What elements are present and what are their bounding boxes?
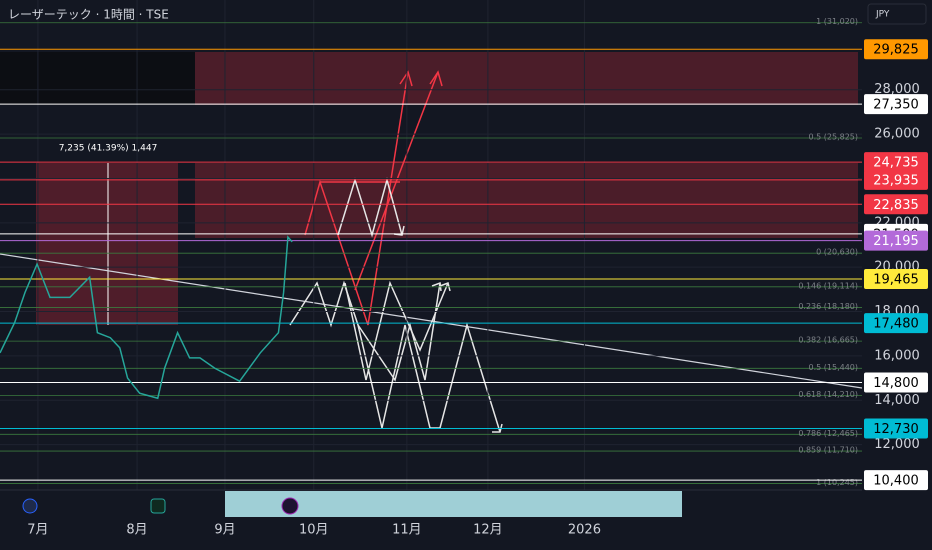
- x-tick-label: 12月: [473, 523, 503, 538]
- range-bar: [225, 491, 682, 517]
- earnings-icon: [150, 498, 166, 514]
- fib-label: 0 (20,630): [816, 248, 858, 257]
- measure-label: 7,235 (41.39%) 1,447: [59, 144, 158, 154]
- chart-title: レーザーテック · 1時間 · TSE: [8, 8, 169, 22]
- fib-label: 0.618 (14,210): [798, 390, 858, 399]
- x-tick-label: 2026: [568, 523, 601, 538]
- price-tag: [864, 39, 928, 60]
- fib-label: 0.236 (18,180): [798, 302, 858, 311]
- price-tag: [864, 372, 928, 393]
- price-tag: [864, 194, 928, 215]
- price-tag: [864, 94, 928, 115]
- price-tag: [864, 470, 928, 491]
- x-tick-label: 11月: [392, 523, 422, 538]
- price-tag: [864, 152, 928, 173]
- grid: 1 (31,020) 0.5 (25,825) 0 (20,630) 0.146 (1…: [0, 0, 862, 490]
- price-tag-label: 19,465: [873, 273, 919, 288]
- drawings: [0, 52, 863, 433]
- currency-box: [867, 3, 927, 25]
- price-tag-label: 21,195: [873, 234, 919, 249]
- fib-label: 0.5 (15,440): [809, 363, 859, 372]
- y-tick-label: 28,000: [874, 82, 920, 97]
- event-icons: [22, 491, 682, 517]
- dark-zone: [0, 52, 195, 105]
- fib-label: 1 (10,245): [816, 478, 858, 487]
- price-line: [0, 235, 293, 400]
- trend-line: [0, 253, 863, 389]
- x-tick-label: 9月: [214, 523, 235, 538]
- plot: [0, 235, 293, 400]
- y-tick-label: 12,000: [874, 437, 920, 452]
- event-icon: [281, 497, 299, 515]
- fib-label: 0.786 (12,465): [798, 429, 858, 438]
- price-tag-label: 27,350: [873, 98, 919, 113]
- fib-label: 0.146 (19,114): [798, 281, 858, 290]
- x-tick-label: 10月: [299, 523, 329, 538]
- dividend-icon: [22, 498, 38, 514]
- white-projection: [289, 177, 503, 433]
- price-tag-label: 24,735: [873, 156, 919, 171]
- red-zone: [195, 52, 858, 105]
- price-tag-label: 17,480: [873, 317, 919, 332]
- y-tick-label: 16,000: [874, 348, 920, 363]
- price-tag: [864, 169, 928, 190]
- price-tag-label: 10,400: [873, 474, 919, 489]
- measure-box: [36, 163, 178, 325]
- price-tag: [864, 418, 928, 439]
- fib-label: 0.859 (11,710): [798, 446, 858, 455]
- currency: JPY: [875, 10, 890, 20]
- price-tag-label: 22,835: [873, 198, 919, 213]
- axes: 12,00014,00016,00018,00020,00022,00024,0…: [27, 39, 928, 538]
- fib-label: 0.382 (16,665): [798, 336, 858, 345]
- price-tag-label: 12,730: [873, 422, 919, 437]
- fib-label: 0.5 (25,825): [809, 132, 859, 141]
- price-tag: [864, 313, 928, 334]
- price-tag-label: 14,800: [873, 376, 919, 391]
- y-tick-label: 26,000: [874, 127, 920, 142]
- red-zone: [195, 163, 858, 238]
- y-tick-label: 14,000: [874, 393, 920, 408]
- x-tick-label: 8月: [126, 523, 147, 538]
- price-tag-label: 29,825: [873, 43, 919, 58]
- price-tag: [864, 230, 928, 251]
- price-tag: [864, 269, 928, 290]
- x-tick-label: 7月: [27, 523, 48, 538]
- fib-label: 1 (31,020): [816, 17, 858, 26]
- price-tag-label: 23,935: [873, 173, 919, 188]
